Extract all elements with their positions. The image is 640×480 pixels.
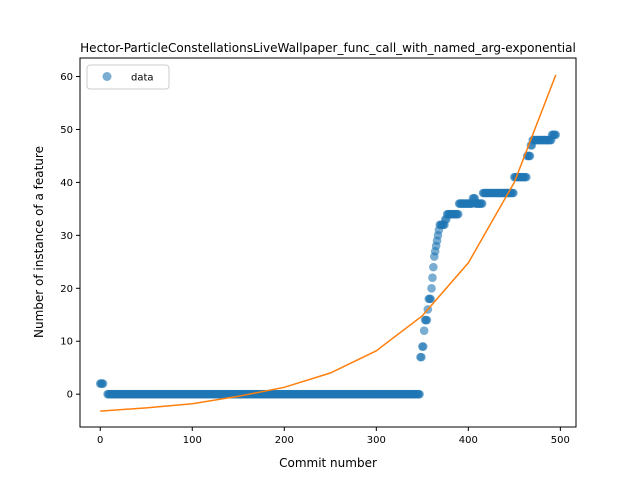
legend-box <box>86 64 170 90</box>
chart-title: Hector-ParticleConstellationsLiveWallpap… <box>80 41 576 55</box>
y-tick-label: 30 <box>60 231 73 242</box>
plot-area <box>80 58 576 427</box>
y-tick-label: 0 <box>67 390 73 401</box>
data-point <box>453 209 463 219</box>
legend-label-data: data <box>131 73 154 84</box>
y-tick-label: 10 <box>60 337 73 348</box>
data-point <box>428 273 437 283</box>
x-axis-ticks: 0 100 200 300 400 500 <box>97 427 570 446</box>
data-point <box>551 130 561 140</box>
data-point <box>429 262 438 272</box>
data-point <box>525 151 535 161</box>
y-axis-ticks: 0 10 20 30 40 50 60 <box>60 72 80 401</box>
x-tick-label: 100 <box>183 435 202 446</box>
legend: data <box>86 64 170 90</box>
y-axis-label: Number of instance of a feature <box>32 146 46 338</box>
x-tick-label: 300 <box>367 435 386 446</box>
plot-border <box>79 57 577 428</box>
x-tick-label: 200 <box>275 435 294 446</box>
data-point <box>426 294 435 304</box>
data-point <box>477 199 487 208</box>
x-tick-label: 500 <box>551 435 570 446</box>
y-tick-label: 50 <box>60 125 73 136</box>
data-point <box>422 315 432 325</box>
data-point <box>427 283 436 293</box>
data-point <box>509 188 518 198</box>
data-point <box>415 389 424 399</box>
x-tick-label: 400 <box>459 435 478 446</box>
data-point <box>417 352 426 362</box>
y-tick-label: 40 <box>60 178 73 189</box>
data-point <box>522 172 531 182</box>
data-point <box>418 342 428 351</box>
fit-line <box>100 74 557 412</box>
data-point <box>419 326 429 335</box>
x-axis-label: Commit number <box>279 456 377 470</box>
legend-marker-data <box>102 72 112 81</box>
data-point <box>98 379 108 388</box>
x-tick-label: 0 <box>97 435 103 446</box>
y-tick-label: 60 <box>60 72 73 83</box>
y-tick-label: 20 <box>60 284 73 295</box>
